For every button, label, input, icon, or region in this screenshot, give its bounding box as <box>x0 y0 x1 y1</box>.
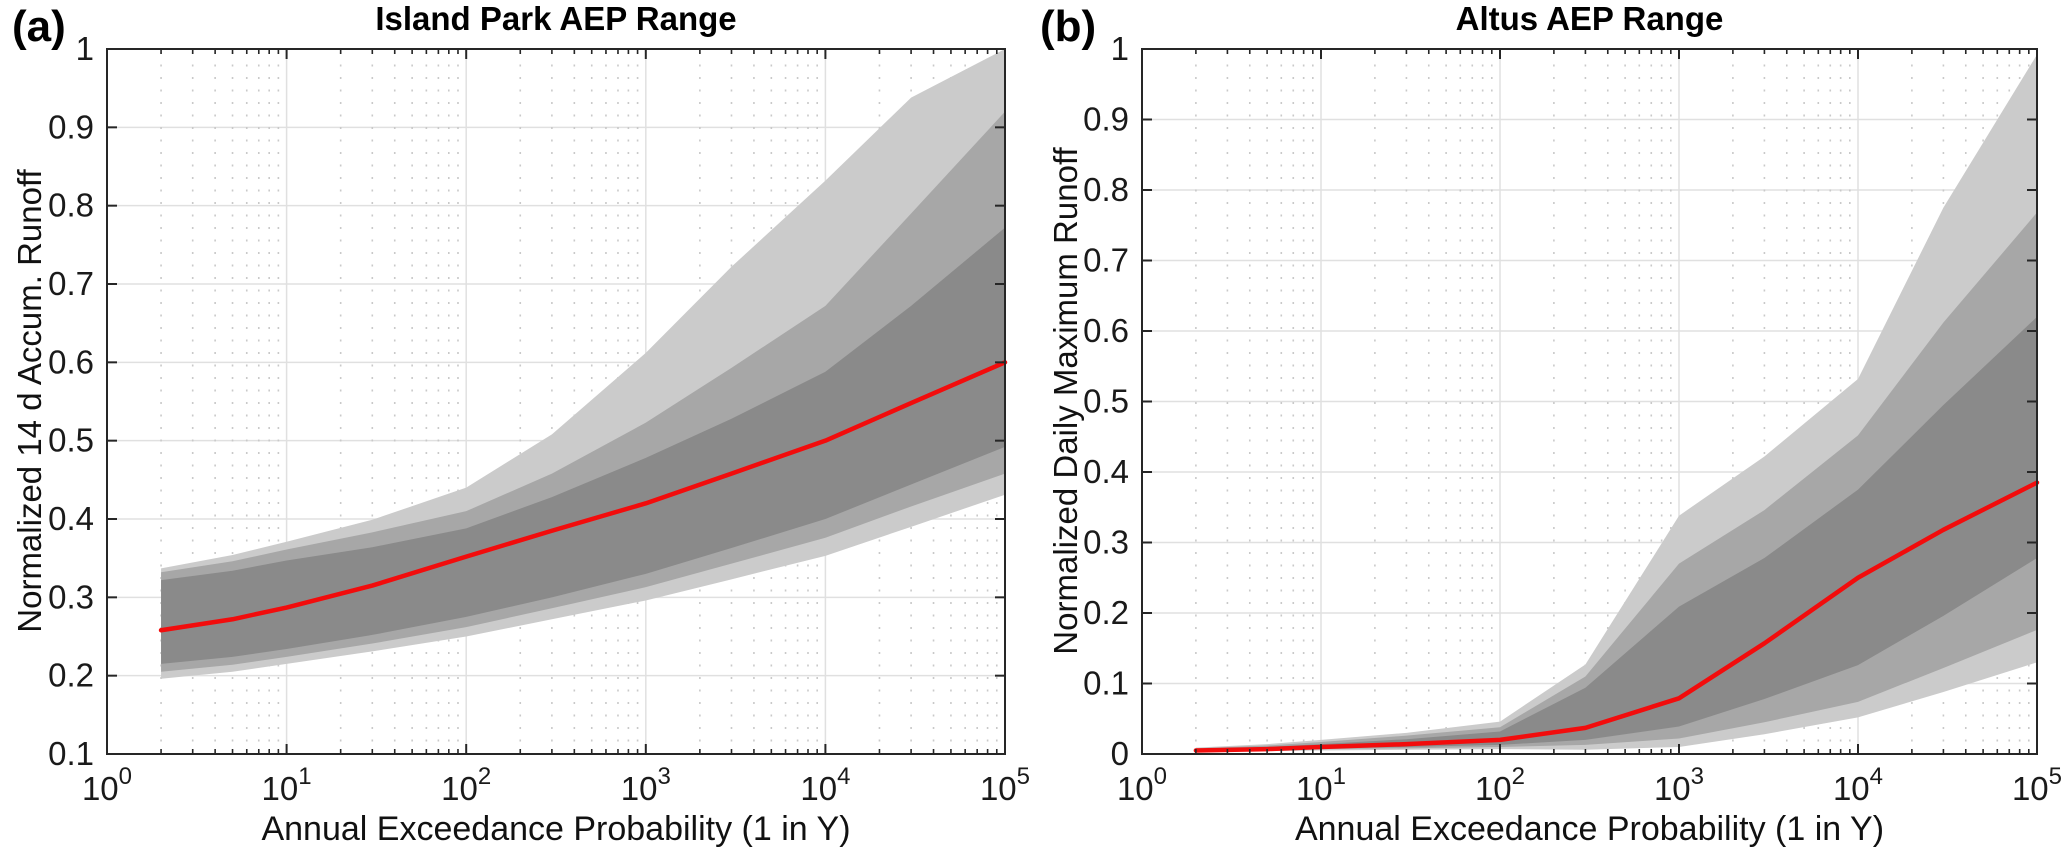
x-tick-label: 105 <box>2012 763 2062 807</box>
x-tick-label: 102 <box>441 763 491 807</box>
axis-ticks <box>1141 48 2038 755</box>
panel-a-title: Island Park AEP Range <box>375 0 737 37</box>
x-tick-label: 102 <box>1475 763 1525 807</box>
y-tick-label: 0.9 <box>48 108 94 145</box>
x-tick-label: 101 <box>262 763 312 807</box>
y-tick-label: 0.2 <box>48 657 94 694</box>
panel-a-x-axis-label: Annual Exceedance Probability (1 in Y) <box>261 810 851 848</box>
y-tick-label: 0.6 <box>48 343 94 380</box>
y-tick-label: 0.2 <box>1083 594 1129 631</box>
x-tick-labels: 100 101 102 103 104 105 <box>1117 763 2062 807</box>
y-tick-label: 0.7 <box>1083 242 1129 279</box>
panel-b-tag: (b) <box>1040 2 1097 51</box>
x-tick-label: 104 <box>1833 763 1883 807</box>
y-tick-label: 0.1 <box>1083 665 1129 702</box>
panel-b-x-axis-label: Annual Exceedance Probability (1 in Y) <box>1294 810 1885 848</box>
axis-ticks <box>106 48 1006 755</box>
y-tick-label: 0.6 <box>1083 312 1129 349</box>
confidence-band-inner <box>161 227 1005 664</box>
y-tick-label: 0.4 <box>1083 453 1129 490</box>
x-tick-label: 105 <box>980 763 1030 807</box>
y-tick-label: 0.3 <box>48 578 94 615</box>
confidence-band-middle <box>161 111 1005 672</box>
y-tick-label: 1 <box>76 30 94 67</box>
y-tick-label: 0.5 <box>48 422 94 459</box>
x-tick-label: 100 <box>1117 763 1167 807</box>
panel-b-y-axis-label: Normalized Daily Maximum Runoff <box>1047 147 1084 655</box>
y-tick-label: 1 <box>1111 30 1129 67</box>
x-tick-label: 100 <box>82 763 132 807</box>
y-tick-label: 0 <box>1111 735 1129 772</box>
y-tick-label: 0.3 <box>1083 524 1129 561</box>
y-tick-label: 0.8 <box>48 187 94 224</box>
x-tick-label: 103 <box>1654 763 1704 807</box>
y-tick-labels: 0.1 0.2 0.3 0.4 0.5 0.6 0.7 0.8 0.9 1 <box>48 30 94 772</box>
x-tick-labels: 100 101 102 103 104 105 <box>82 763 1030 807</box>
median-line <box>1193 480 2040 753</box>
panel-b-title: Altus AEP Range <box>1455 0 1724 37</box>
axes-box <box>106 48 1006 755</box>
y-tick-label: 0.5 <box>1083 383 1129 420</box>
panel-a: 0.1 0.2 0.3 0.4 0.5 0.6 0.7 0.8 0.9 1 100 101 102 103… <box>48 30 1030 807</box>
x-tick-label: 101 <box>1296 763 1346 807</box>
y-tick-label: 0.7 <box>48 265 94 302</box>
y-tick-label: 0.9 <box>1083 101 1129 138</box>
y-tick-label: 0.4 <box>48 500 94 537</box>
median-line <box>158 360 1008 633</box>
y-tick-labels: 0 0.1 0.2 0.3 0.4 0.5 0.6 0.7 0.8 0.9 1 <box>1083 30 1129 772</box>
confidence-band-inner <box>1195 316 2037 752</box>
y-tick-label: 0.8 <box>1083 171 1129 208</box>
y-tick-label: 0.1 <box>48 735 94 772</box>
x-tick-label: 104 <box>800 763 850 807</box>
panel-a-y-axis-label: Normalized 14 d Accum. Runoff <box>11 169 48 633</box>
x-tick-label: 103 <box>621 763 671 807</box>
panel-a-tag: (a) <box>12 2 66 51</box>
